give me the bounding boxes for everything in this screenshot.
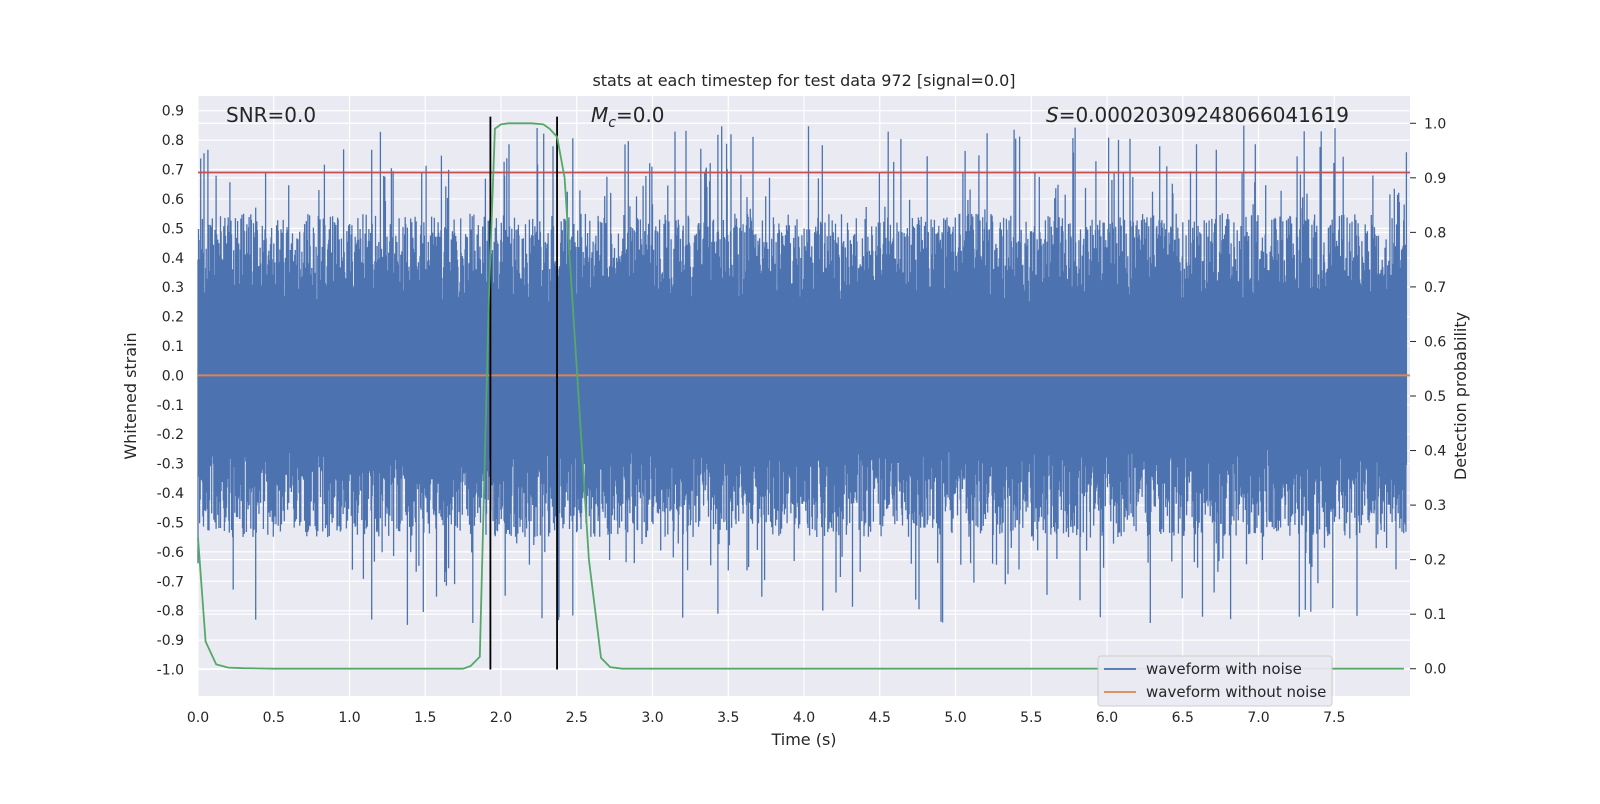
y-axis-label: Whitened strain (121, 332, 140, 459)
y-tick-label: 0.2 (162, 310, 184, 326)
s-annotation: S=0.00020309248066041619 (1046, 103, 1349, 127)
mc-symbol: M (591, 103, 608, 127)
y2-axis-label: Detection probability (1451, 312, 1470, 480)
x-tick-label: 5.5 (1020, 710, 1042, 726)
y-tick-label: -0.8 (157, 604, 184, 620)
x-tick-label: 1.0 (338, 710, 360, 726)
x-tick-label: 4.5 (869, 710, 891, 726)
y2-tick-label: 0.8 (1424, 225, 1446, 241)
probability-line (197, 122, 1404, 670)
s-symbol: S (1046, 103, 1059, 127)
y-tick-label: -0.4 (157, 486, 184, 502)
y-tick-label: -0.5 (157, 515, 184, 531)
s-value: =0.00020309248066041619 (1059, 103, 1349, 127)
y-tick-label: -0.2 (157, 427, 184, 443)
x-tick-label: 0.5 (263, 710, 285, 726)
series-detection-probability (197, 122, 1404, 670)
y2-tick-label: 0.6 (1424, 334, 1446, 350)
legend-box (1097, 655, 1333, 707)
chart-title: stats at each timestep for test data 972… (592, 71, 1015, 90)
y-tick-label: 0.9 (162, 104, 184, 120)
x-tick-label: 7.5 (1323, 710, 1345, 726)
y2-tick-label: 0.5 (1424, 389, 1446, 405)
mc-subscript: c (608, 115, 616, 131)
y2-tick-label: 0.7 (1424, 280, 1446, 296)
y-tick-label: -0.9 (157, 633, 184, 649)
y-tick-label: 0.3 (162, 280, 184, 296)
y-tick-label: 0.6 (162, 192, 184, 208)
series-waveform-with-noise (197, 125, 1408, 625)
x-tick-label: 5.0 (944, 710, 966, 726)
y2-tick-label: 0.2 (1424, 553, 1446, 569)
y2-tick-label: 0.0 (1424, 662, 1446, 678)
x-tick-label: 6.0 (1096, 710, 1118, 726)
y-tick-label: -0.6 (157, 545, 184, 561)
y-tick-label: 0.7 (162, 163, 184, 179)
y-tick-label: 0.5 (162, 221, 184, 237)
y-tick-label: -1.0 (157, 663, 184, 679)
y-tick-label: 0.4 (162, 251, 184, 267)
overlay-lines (198, 116, 1410, 670)
x-tick-label: 0.0 (187, 710, 209, 726)
x-tick-label: 3.5 (717, 710, 739, 726)
x-tick-label: 3.0 (641, 710, 663, 726)
ticks: 0.0 0.5 1.0 1.5 2.0 2.5 3.0 3.5 4.0 4.5 5.0 5.5 6.0 6… (157, 104, 1447, 726)
x-tick-label: 6.5 (1172, 710, 1194, 726)
mc-value: =0.0 (616, 103, 665, 127)
y-tick-label: -0.3 (157, 457, 184, 473)
legend-label-noise: waveform with noise (1146, 660, 1302, 678)
legend-label-clean: waveform without noise (1146, 683, 1326, 701)
y-tick-label: -0.1 (157, 398, 184, 414)
noise-trace (197, 125, 1408, 625)
legend: waveform with noise waveform without noi… (1097, 655, 1333, 707)
y2-tick-label: 0.3 (1424, 498, 1446, 514)
mc-annotation: Mc=0.0 (591, 103, 665, 131)
y-tick-label: 0.8 (162, 133, 184, 149)
y-tick-label: 0.1 (162, 339, 184, 355)
x-tick-label: 1.5 (414, 710, 436, 726)
y2-tick-label: 0.1 (1424, 607, 1446, 623)
y2-tick-label: 0.9 (1424, 171, 1446, 187)
y-tick-label: -0.7 (157, 574, 184, 590)
x-tick-label: 7.0 (1247, 710, 1269, 726)
y2-tick-label: 0.4 (1424, 444, 1446, 460)
y2-tick-label: 1.0 (1424, 116, 1446, 132)
y-tick-label: 0.0 (162, 368, 184, 384)
x-axis-label: Time (s) (770, 730, 836, 749)
x-tick-label: 2.5 (566, 710, 588, 726)
x-tick-label: 4.0 (793, 710, 815, 726)
snr-annotation: SNR=0.0 (226, 103, 316, 127)
x-tick-label: 2.0 (490, 710, 512, 726)
